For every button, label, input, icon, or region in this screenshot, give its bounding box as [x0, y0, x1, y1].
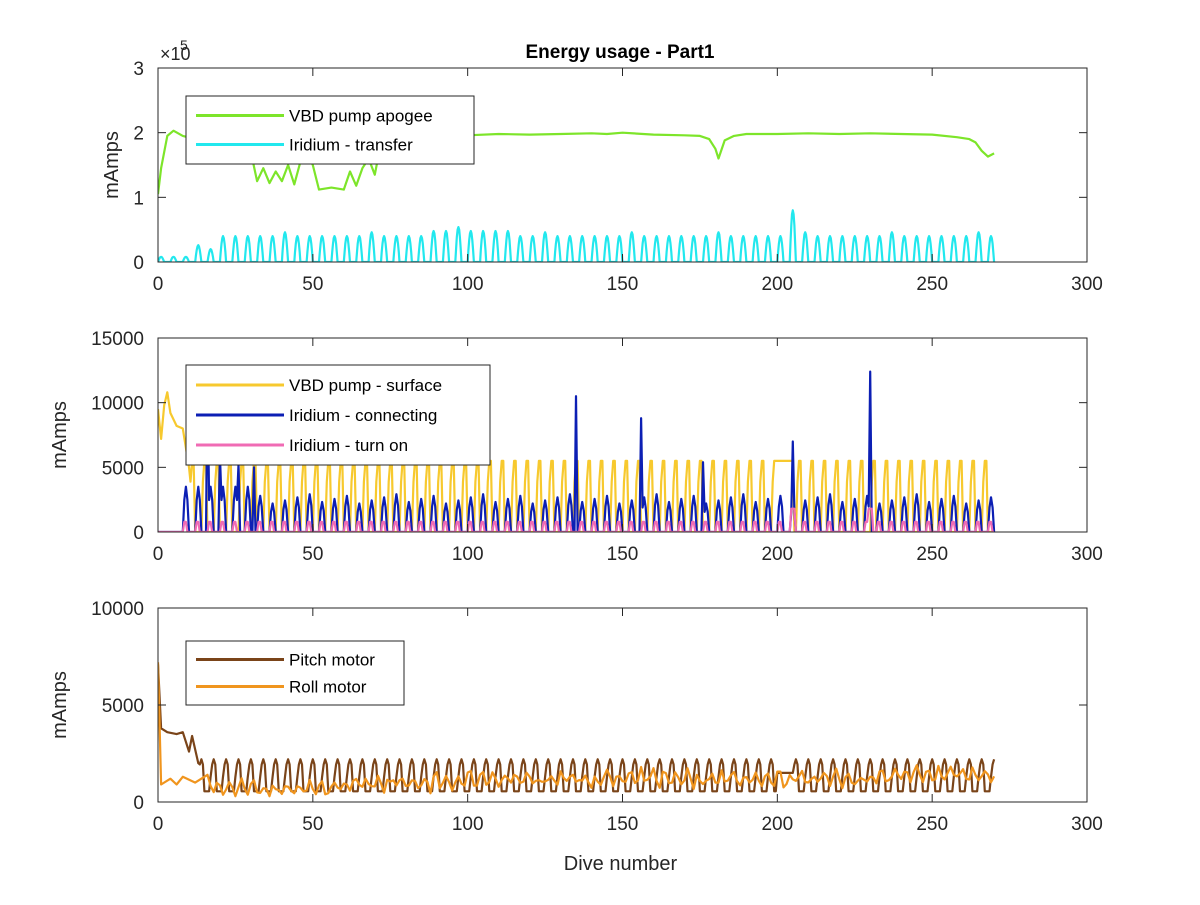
y-tick-label-1-3: 15000 — [91, 329, 144, 350]
x-tick-label-0-1: 50 — [302, 274, 323, 295]
x-tick-label-1-1: 50 — [302, 544, 323, 565]
y-axis-label-1: mAmps — [49, 401, 71, 469]
y-tick-label-0-3: 3 — [133, 59, 144, 80]
x-tick-label-0-0: 0 — [153, 274, 164, 295]
chart-title: Energy usage - Part1 — [525, 42, 714, 63]
legend-box-0 — [185, 95, 475, 165]
x-tick-label-1-3: 150 — [607, 544, 639, 565]
series-line-1-2 — [158, 507, 995, 532]
y-tick-label-2-1: 5000 — [102, 696, 144, 717]
x-tick-label-0-4: 200 — [761, 274, 793, 295]
x-tick-label-0-3: 150 — [607, 274, 639, 295]
x-tick-label-0-5: 250 — [916, 274, 948, 295]
x-tick-label-0-2: 100 — [452, 274, 484, 295]
x-tick-label-1-5: 250 — [916, 544, 948, 565]
series-line-2-0 — [158, 664, 996, 793]
x-tick-label-0-6: 300 — [1071, 274, 1103, 295]
y-tick-label-1-2: 10000 — [91, 394, 144, 415]
y-tick-label-2-0: 0 — [133, 793, 144, 814]
x-tick-label-2-0: 0 — [153, 814, 164, 835]
legend-label-1-1: Iridium - connecting — [289, 406, 437, 425]
series-line-0-1 — [158, 209, 996, 262]
x-tick-label-1-6: 300 — [1071, 544, 1103, 565]
y-tick-label-0-0: 0 — [133, 253, 144, 274]
y-tick-label-2-2: 10000 — [91, 599, 144, 620]
y-axis-label-2: mAmps — [49, 671, 71, 739]
y-axis-label-0: mAmps — [101, 131, 123, 199]
legend-label-1-0: VBD pump - surface — [289, 376, 442, 395]
y-tick-label-1-1: 5000 — [102, 458, 144, 479]
x-tick-label-1-4: 200 — [761, 544, 793, 565]
x-tick-label-2-1: 50 — [302, 814, 323, 835]
legend-label-0-0: VBD pump apogee — [289, 107, 433, 126]
y-tick-label-1-0: 0 — [133, 523, 144, 544]
x-tick-label-2-4: 200 — [761, 814, 793, 835]
y-exponent-label: ×10 — [160, 44, 191, 64]
series-line-1-1 — [158, 370, 996, 532]
legend-label-2-1: Roll motor — [289, 678, 367, 697]
x-tick-label-1-2: 100 — [452, 544, 484, 565]
x-tick-label-2-2: 100 — [452, 814, 484, 835]
legend-label-2-0: Pitch motor — [289, 651, 375, 670]
legend-label-0-1: Iridium - transfer — [289, 136, 413, 155]
x-tick-label-2-5: 250 — [916, 814, 948, 835]
legend-box-2 — [185, 640, 405, 706]
legend-label-1-2: Iridium - turn on — [289, 436, 408, 455]
y-tick-label-0-1: 1 — [133, 188, 144, 209]
x-tick-label-2-6: 300 — [1071, 814, 1103, 835]
x-axis-label: Dive number — [564, 853, 678, 875]
x-tick-label-1-0: 0 — [153, 544, 164, 565]
y-tick-label-0-2: 2 — [133, 124, 144, 145]
y-exponent-power: 5 — [180, 37, 188, 53]
series-line-2-1 — [158, 662, 996, 798]
x-tick-label-2-3: 150 — [607, 814, 639, 835]
